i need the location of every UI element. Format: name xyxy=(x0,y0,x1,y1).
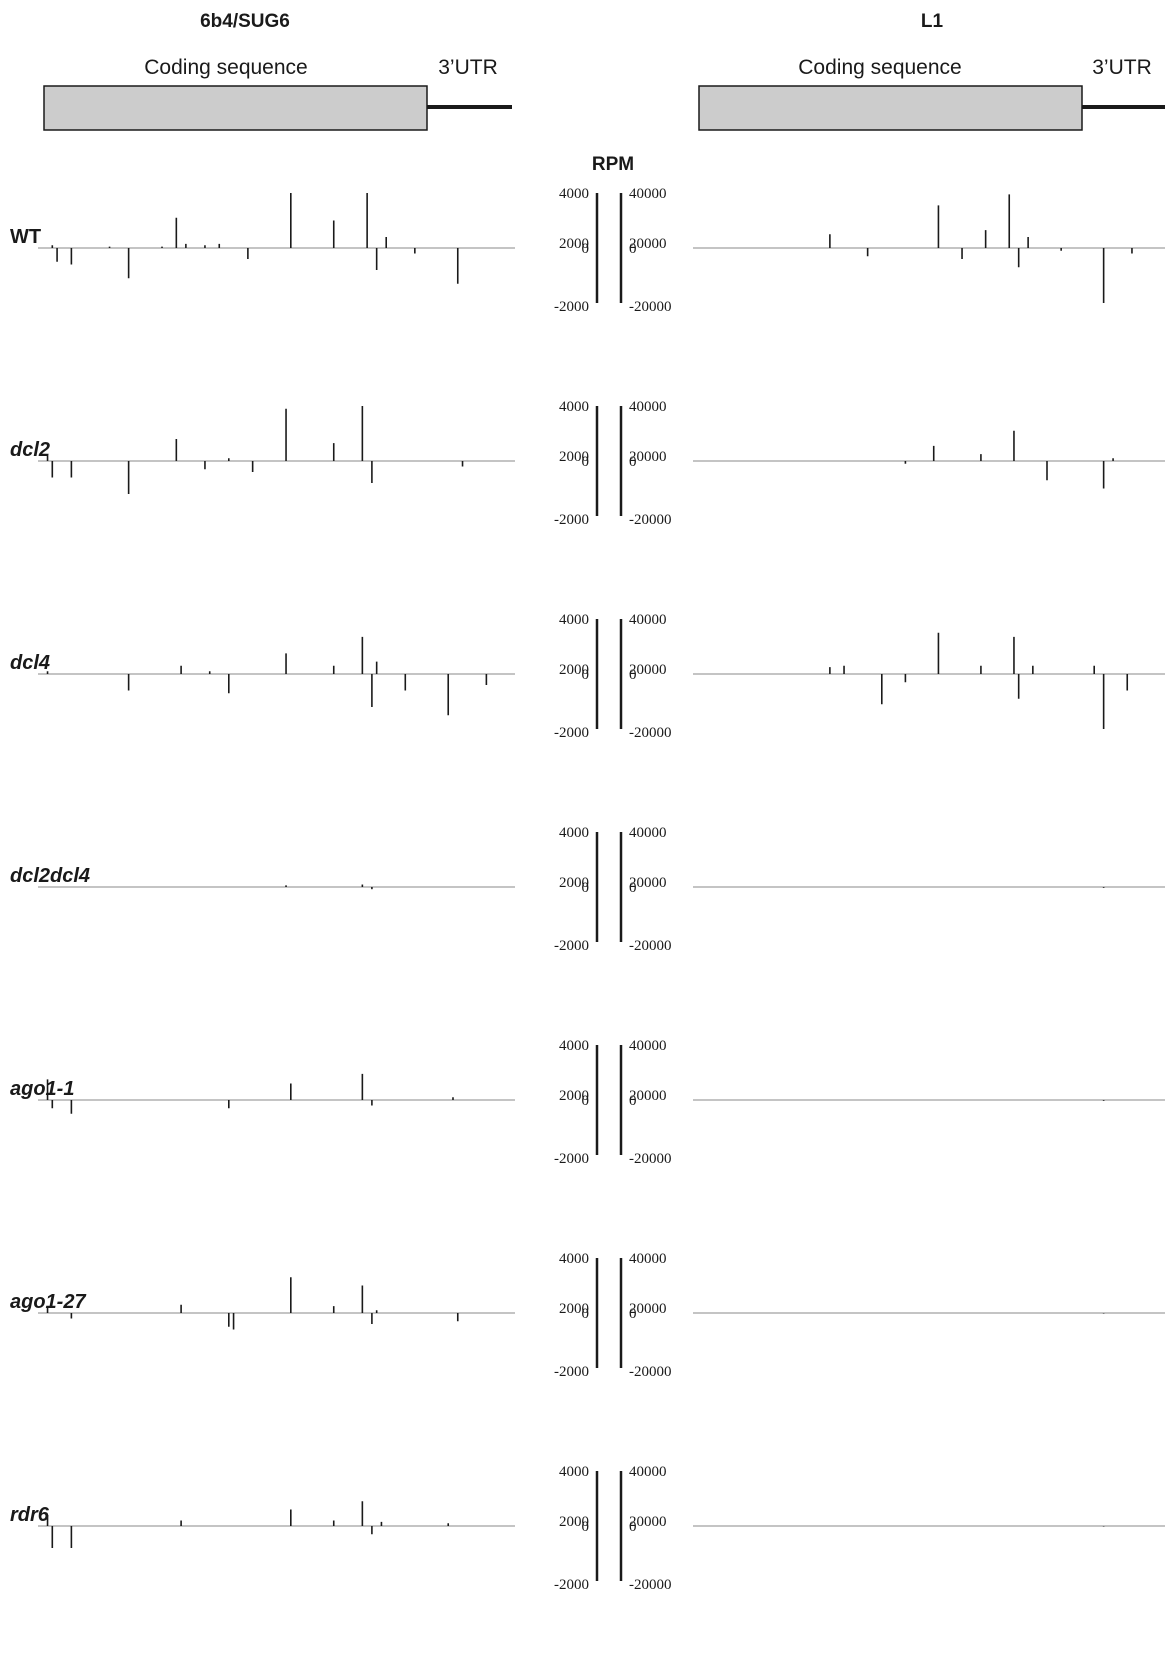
left-tick-label: 2000 xyxy=(559,1301,589,1317)
right-tick-label: 20000 xyxy=(629,875,667,891)
left-tick-label: -2000 xyxy=(554,1577,589,1593)
left-tick-label: 4000 xyxy=(559,825,589,841)
right-tick-label: 20000 xyxy=(629,1301,667,1317)
sample-rows: WT400020000-200040000200000-20000dcl2400… xyxy=(10,186,1165,1593)
right-tick-label: 20000 xyxy=(629,1514,667,1530)
right-tick-label: 40000 xyxy=(629,1251,667,1267)
right-tick-label: 0 xyxy=(629,880,637,896)
left-tick-label: -2000 xyxy=(554,938,589,954)
left-tick-label: 0 xyxy=(582,667,590,683)
left-tick-label: 2000 xyxy=(559,236,589,252)
sample-label: ago1-27 xyxy=(10,1291,86,1313)
right-tick-label: -20000 xyxy=(629,1364,672,1380)
right-tick-label: 40000 xyxy=(629,1038,667,1054)
left-tick-label: 4000 xyxy=(559,612,589,628)
right-tick-label: -20000 xyxy=(629,725,672,741)
left-cds-label: Coding sequence xyxy=(144,56,307,79)
left-tick-label: 0 xyxy=(582,454,590,470)
right-tick-label: 40000 xyxy=(629,1464,667,1480)
left-tick-label: 0 xyxy=(582,1519,590,1535)
right-cds-label: Coding sequence xyxy=(798,56,961,79)
left-tick-label: 0 xyxy=(582,1306,590,1322)
left-tick-label: -2000 xyxy=(554,512,589,528)
right-tick-label: -20000 xyxy=(629,1577,672,1593)
left-utr-label: 3’UTR xyxy=(438,56,498,79)
right-tick-label: 20000 xyxy=(629,1088,667,1104)
right-tick-label: 20000 xyxy=(629,449,667,465)
left-tick-label: -2000 xyxy=(554,1151,589,1167)
right-tick-label: 20000 xyxy=(629,662,667,678)
left-tick-label: 2000 xyxy=(559,1088,589,1104)
right-tick-label: 0 xyxy=(629,1519,637,1535)
right-tick-label: 40000 xyxy=(629,612,667,628)
right-gene-title: L1 xyxy=(921,11,944,32)
right-utr-label: 3’UTR xyxy=(1092,56,1152,79)
sample-label: dcl2 xyxy=(10,439,50,461)
right-tick-label: -20000 xyxy=(629,938,672,954)
left-tick-label: 2000 xyxy=(559,449,589,465)
right-tick-label: 0 xyxy=(629,241,637,257)
right-tick-label: 0 xyxy=(629,667,637,683)
left-tick-label: -2000 xyxy=(554,299,589,315)
right-tick-label: 0 xyxy=(629,1306,637,1322)
left-tick-label: 2000 xyxy=(559,1514,589,1530)
sample-label: dcl4 xyxy=(10,652,50,674)
rpm-label: RPM xyxy=(592,154,634,175)
left-tick-label: 0 xyxy=(582,880,590,896)
left-tick-label: 4000 xyxy=(559,399,589,415)
right-tick-label: -20000 xyxy=(629,1151,672,1167)
left-tick-label: 4000 xyxy=(559,1038,589,1054)
left-tick-label: 4000 xyxy=(559,1251,589,1267)
left-tick-label: 2000 xyxy=(559,875,589,891)
left-tick-label: 4000 xyxy=(559,186,589,202)
right-tick-label: 40000 xyxy=(629,825,667,841)
sample-label: WT xyxy=(10,226,41,248)
right-tick-label: 40000 xyxy=(629,186,667,202)
left-cds-box xyxy=(43,85,428,131)
right-tick-label: 40000 xyxy=(629,399,667,415)
sample-label: rdr6 xyxy=(10,1504,50,1526)
right-tick-label: -20000 xyxy=(629,512,672,528)
left-tick-label: 0 xyxy=(582,241,590,257)
left-gene-title: 6b4/SUG6 xyxy=(200,11,290,32)
sample-label: dcl2dcl4 xyxy=(10,865,90,887)
left-tick-label: -2000 xyxy=(554,725,589,741)
right-tick-label: 20000 xyxy=(629,236,667,252)
left-tick-label: 0 xyxy=(582,1093,590,1109)
sample-label: ago1-1 xyxy=(10,1078,74,1100)
left-tick-label: -2000 xyxy=(554,1364,589,1380)
right-tick-label: 0 xyxy=(629,1093,637,1109)
left-tick-label: 4000 xyxy=(559,1464,589,1480)
right-tick-label: 0 xyxy=(629,454,637,470)
left-tick-label: 2000 xyxy=(559,662,589,678)
right-cds-box xyxy=(698,85,1083,131)
right-tick-label: -20000 xyxy=(629,299,672,315)
